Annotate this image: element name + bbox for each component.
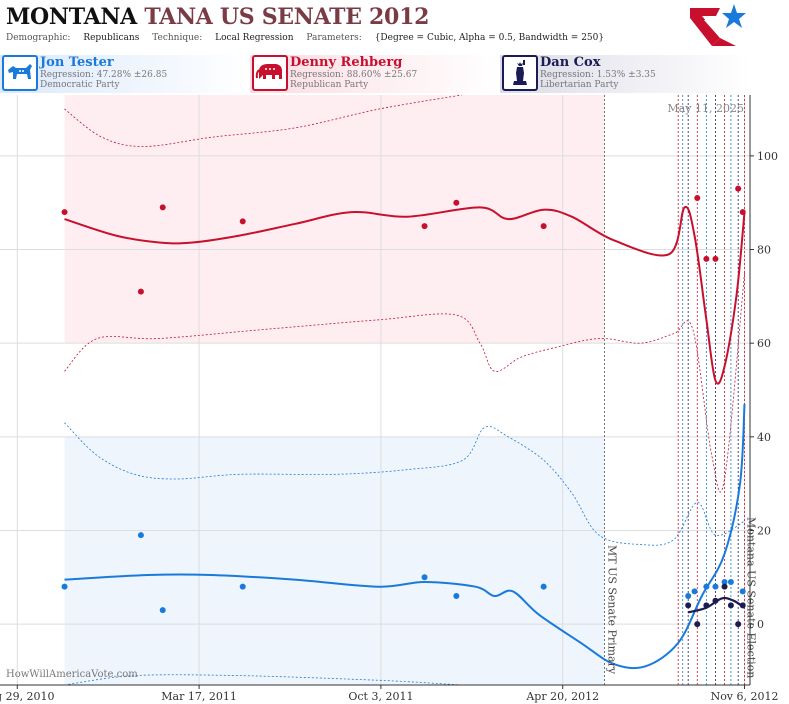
- donkey-icon: [2, 55, 38, 91]
- y-tick-label: 20: [757, 524, 771, 537]
- data-point: [712, 255, 719, 262]
- data-point: [239, 583, 246, 590]
- data-point: [721, 578, 728, 585]
- candidate-name: Dan Cox: [540, 55, 601, 70]
- y-tick-label: 80: [757, 244, 771, 257]
- data-point: [540, 223, 547, 230]
- data-point: [453, 593, 460, 600]
- elephant-icon: [252, 55, 288, 91]
- chart-date-label: May 11, 2025: [667, 102, 744, 115]
- y-tick-label: 40: [757, 431, 771, 444]
- x-tick-label: Oct 3, 2011: [348, 690, 413, 703]
- data-point: [712, 583, 719, 590]
- y-tick-label: 60: [757, 337, 771, 350]
- statue-of-liberty-icon: [502, 55, 538, 91]
- regression-chart: 0 20 40 60 80 100 Aug 29, 2010 Mar 17, 2011 Oct …: [0, 95, 779, 703]
- legend-bg-tester: [0, 55, 250, 93]
- technique-label: Technique:: [152, 33, 203, 43]
- site-logo-icon[interactable]: [686, 2, 750, 50]
- data-point: [727, 578, 734, 585]
- header: MONTANA TANA US SENATE 2012 Demographic:…: [0, 0, 789, 52]
- candidate-name: Denny Rehberg: [290, 55, 403, 70]
- candidate-party: Democratic Party: [40, 80, 120, 90]
- x-tick-label: Aug 29, 2010: [0, 690, 55, 703]
- chart-axes: 0 20 40 60 80 100 Aug 29, 2010 Mar 17, 2011 Oct …: [0, 95, 779, 703]
- data-point: [61, 209, 68, 216]
- x-tick-label: Mar 17, 2011: [161, 690, 237, 703]
- data-point: [727, 602, 734, 609]
- data-point: [735, 185, 742, 192]
- chart-series: [61, 95, 746, 685]
- event-lines: [604, 95, 745, 685]
- parameters-value: {Degree = Cubic, Alpha = 0.5, Bandwidth …: [374, 33, 605, 43]
- series-jon-tester: [61, 403, 746, 685]
- data-point: [685, 602, 692, 609]
- event-label: Montana US Senate Election: [745, 517, 758, 678]
- data-point: [685, 593, 692, 600]
- series-denny-rehberg: [61, 95, 746, 493]
- event-label: MT US Senate Primary: [606, 545, 619, 675]
- data-point: [239, 218, 246, 225]
- parameters-label: Parameters:: [306, 33, 362, 43]
- legend-bg-rehberg: [250, 55, 500, 93]
- watermark: HowWillAmericaVote.com: [6, 669, 138, 680]
- page-title: MONTANA TANA US SENATE 2012: [6, 4, 429, 30]
- data-point: [739, 602, 746, 609]
- confidence-bands: [64, 95, 605, 685]
- candidate-regression: Regression: 47.28% ±26.85: [40, 70, 168, 80]
- candidate-name: Jon Tester: [40, 55, 114, 70]
- trend-line: [687, 596, 746, 614]
- data-point: [159, 607, 166, 614]
- data-point: [703, 602, 710, 609]
- parameters: Parameters: {Degree = Cubic, Alpha = 0.5…: [306, 33, 604, 43]
- data-point: [453, 199, 460, 206]
- candidate-regression: Regression: 88.60% ±25.67: [290, 70, 418, 80]
- technique-value: Local Regression: [215, 33, 294, 43]
- y-tick-label: 0: [757, 618, 764, 631]
- data-point: [159, 204, 166, 211]
- candidate-party: Libertarian Party: [540, 80, 619, 90]
- data-point: [739, 209, 746, 216]
- technique: Technique: Local Regression: [152, 33, 293, 43]
- data-point: [735, 621, 742, 628]
- confidence-lower-line: [64, 674, 462, 685]
- demographic: Demographic: Republicans: [6, 33, 139, 43]
- title-race: TANA US SENATE 2012: [144, 4, 430, 30]
- candidate-regression: Regression: 1.53% ±3.35: [540, 70, 656, 80]
- candidate-legend: Jon Tester Regression: 47.28% ±26.85 Dem…: [0, 55, 789, 93]
- data-point: [137, 288, 144, 295]
- series-dan-cox: [685, 583, 746, 628]
- data-point: [721, 583, 728, 590]
- data-point: [703, 255, 710, 262]
- data-point: [694, 621, 701, 628]
- rehberg-confidence-shade: [64, 95, 605, 344]
- confidence-upper-line: [64, 422, 745, 546]
- demographic-value: Republicans: [83, 33, 140, 43]
- data-point: [421, 223, 428, 230]
- data-point: [421, 574, 428, 581]
- data-point: [137, 532, 144, 539]
- x-tick-label: Nov 6, 2012: [711, 690, 779, 703]
- candidate-party: Republican Party: [290, 80, 369, 90]
- trend-line: [64, 205, 746, 385]
- legend-backgrounds: [0, 55, 750, 93]
- chart-grid: [0, 95, 750, 685]
- data-point: [540, 583, 547, 590]
- data-point: [691, 588, 698, 595]
- title-state: MONTANA: [6, 4, 137, 30]
- confidence-upper-line: [64, 95, 462, 147]
- y-tick-label: 100: [757, 150, 778, 163]
- legend-bg-cox: [500, 55, 750, 93]
- confidence-lower-line: [64, 272, 745, 493]
- data-point: [739, 588, 746, 595]
- data-point: [712, 597, 719, 604]
- data-point: [694, 195, 701, 202]
- parameters-line: Demographic: Republicans Technique: Loca…: [6, 33, 614, 43]
- data-point: [61, 583, 68, 590]
- data-point: [703, 583, 710, 590]
- demographic-label: Demographic:: [6, 33, 71, 43]
- x-tick-label: Apr 20, 2012: [525, 690, 599, 703]
